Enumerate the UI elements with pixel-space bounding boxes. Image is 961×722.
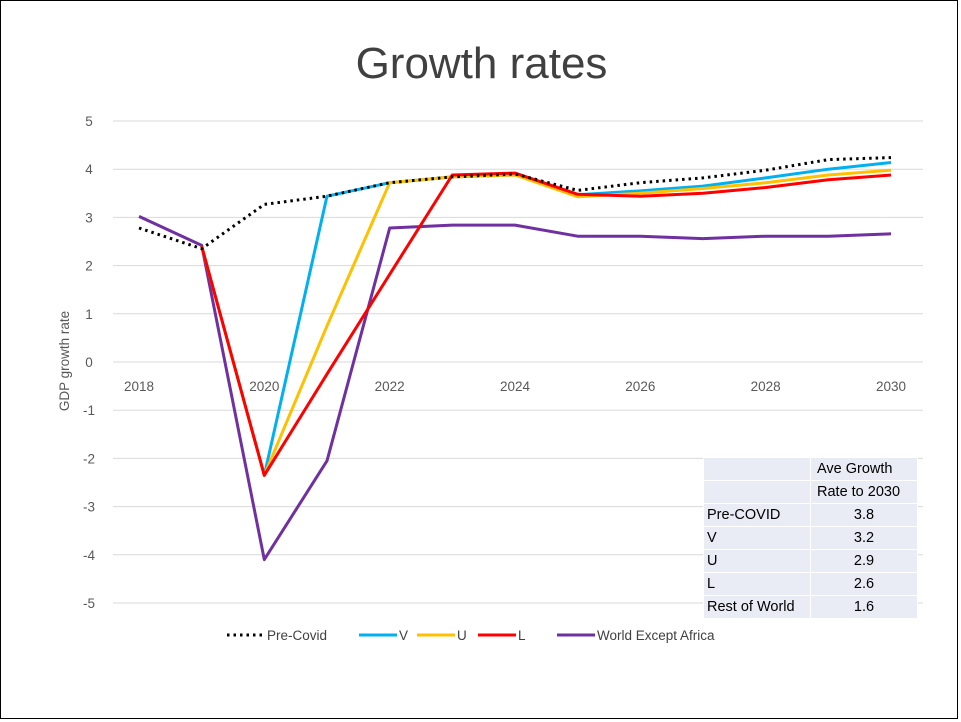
x-tick-label: 2020 <box>249 379 279 394</box>
table-header-line1: Ave Growth <box>811 458 917 480</box>
y-tick-label: 1 <box>85 307 93 322</box>
table-row-value: 2.6 <box>811 573 917 595</box>
series-line-v <box>200 161 892 477</box>
series-lines <box>138 156 892 562</box>
y-tick-label: 0 <box>85 355 93 370</box>
legend-label-pre-covid: Pre-Covid <box>267 628 327 643</box>
y-tick-label: 2 <box>85 259 93 274</box>
series-line-u <box>200 168 892 477</box>
table-row: U 2.9 <box>704 550 917 572</box>
table-row-label: Rest of World <box>704 596 810 618</box>
table-row: V 3.2 <box>704 527 917 549</box>
y-tick-label: -2 <box>83 451 95 466</box>
y-tick-label: -4 <box>83 548 95 563</box>
x-axis-ticks: 2018 2020 2022 2024 2026 2028 2030 <box>124 379 906 394</box>
table-row-label: V <box>704 527 810 549</box>
x-tick-label: 2028 <box>751 379 781 394</box>
table-row-label: L <box>704 573 810 595</box>
table-row-value: 3.8 <box>811 504 917 526</box>
y-tick-label: -5 <box>83 596 95 611</box>
table-header-blank <box>704 458 810 480</box>
average-growth-table: Ave Growth Rate to 2030 Pre-COVID 3.8 V … <box>703 457 918 619</box>
y-axis-label: GDP growth rate <box>57 311 72 411</box>
y-tick-label: 4 <box>85 162 93 177</box>
x-tick-label: 2024 <box>500 379 531 394</box>
table-row-value: 2.9 <box>811 550 917 572</box>
slide-title: Growth rates <box>355 39 608 88</box>
table-row: L 2.6 <box>704 573 917 595</box>
table-header-blank <box>704 481 810 503</box>
legend: Pre-Covid V U L World Except Africa <box>227 628 715 643</box>
y-axis-ticks: 5 4 3 2 1 0 -1 -2 -3 -4 -5 <box>83 114 95 611</box>
y-tick-label: -3 <box>83 500 95 515</box>
series-line-world-except-africa <box>138 215 892 562</box>
table-header-line2: Rate to 2030 <box>811 481 917 503</box>
y-tick-label: 3 <box>85 210 93 225</box>
legend-label-u: U <box>457 628 467 643</box>
x-tick-label: 2026 <box>625 379 655 394</box>
x-tick-label: 2022 <box>375 379 405 394</box>
table-header-row: Ave Growth <box>704 458 917 480</box>
table-row-value: 3.2 <box>811 527 917 549</box>
table-row: Rest of World 1.6 <box>704 596 917 618</box>
table-row: Pre-COVID 3.8 <box>704 504 917 526</box>
legend-label-l: L <box>518 628 526 643</box>
series-line-l <box>200 171 892 477</box>
y-tick-label: -1 <box>83 403 95 418</box>
x-tick-label: 2030 <box>876 379 906 394</box>
table-row-label: U <box>704 550 810 572</box>
legend-label-v: V <box>399 628 408 643</box>
y-tick-label: 5 <box>85 114 93 129</box>
table-row-label: Pre-COVID <box>704 504 810 526</box>
table-row-value: 1.6 <box>811 596 917 618</box>
table-header-row: Rate to 2030 <box>704 481 917 503</box>
legend-label-world-except-africa: World Except Africa <box>597 628 715 643</box>
x-tick-label: 2018 <box>124 379 154 394</box>
